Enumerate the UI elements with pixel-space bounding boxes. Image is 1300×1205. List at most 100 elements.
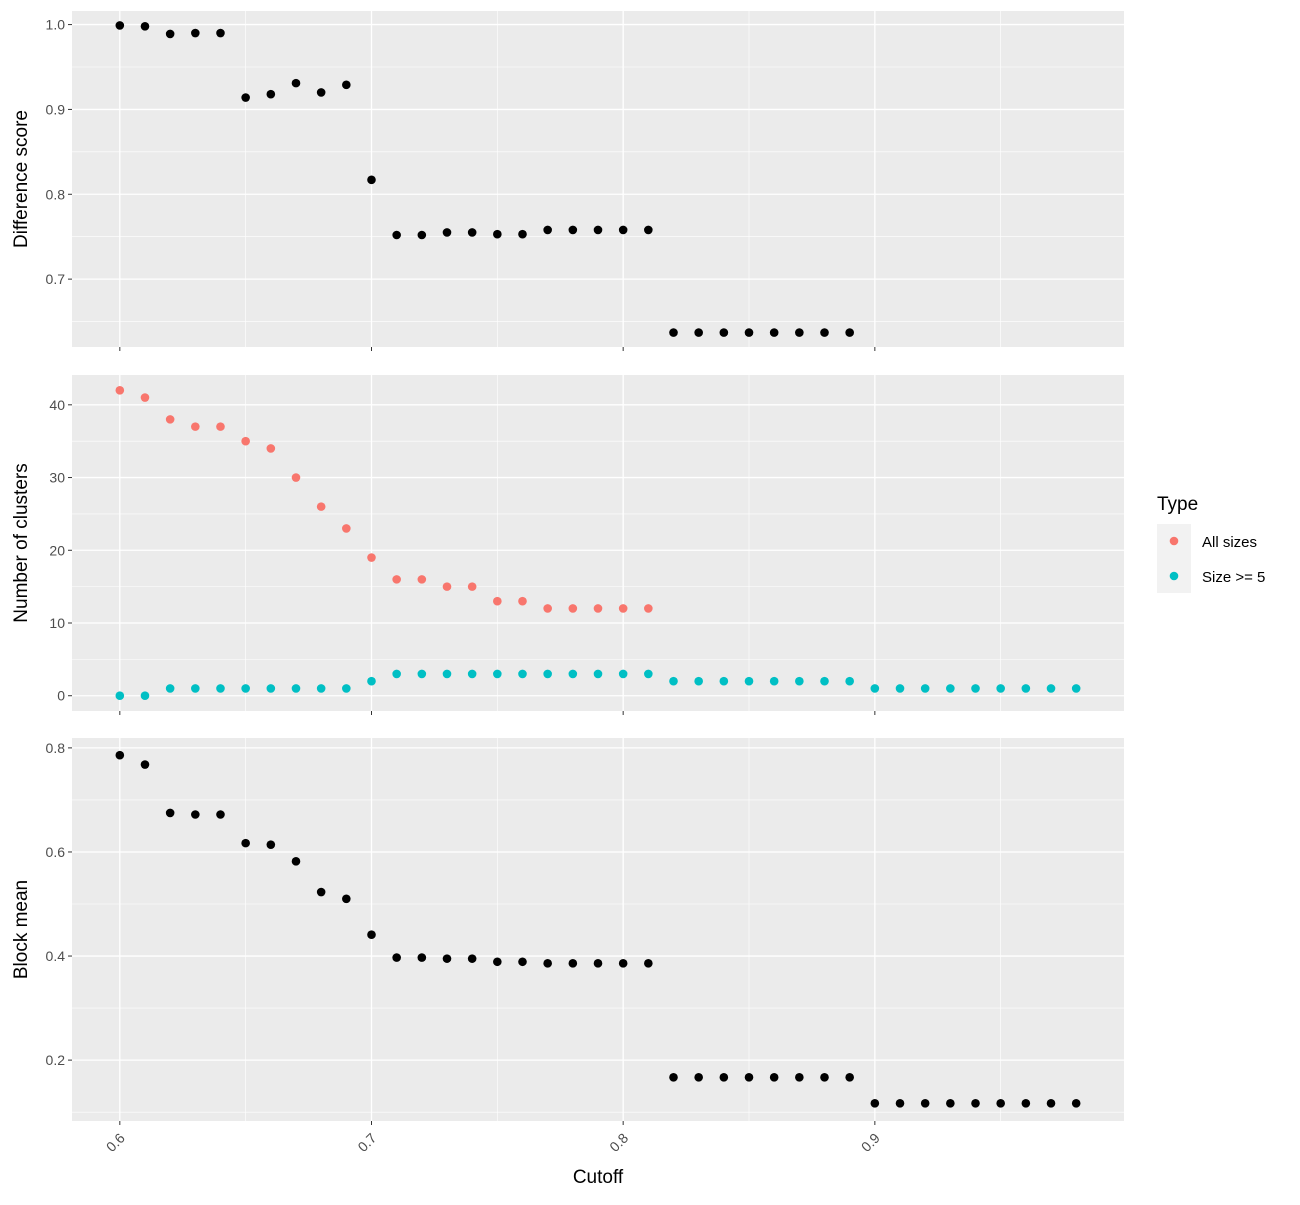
data-point — [493, 596, 502, 606]
y-tick-label: 20 — [49, 542, 65, 558]
data-point — [996, 684, 1005, 693]
data-point — [392, 230, 401, 240]
data-point — [442, 228, 452, 237]
y-tick-label: 0.6 — [46, 844, 66, 860]
data-point — [971, 1099, 980, 1108]
data-point — [920, 684, 930, 693]
data-point — [644, 604, 653, 613]
data-point — [845, 328, 854, 337]
data-point — [593, 604, 603, 613]
data-point — [744, 1072, 754, 1082]
data-point — [417, 575, 427, 584]
data-point — [115, 691, 125, 701]
y-tick-label: 0.8 — [46, 186, 66, 202]
data-point — [165, 415, 175, 424]
data-point — [946, 684, 955, 693]
panel-background — [72, 11, 1124, 347]
data-point — [467, 228, 477, 237]
data-point — [140, 393, 150, 402]
y-tick-label: 1.0 — [46, 17, 66, 33]
x-tick-label: 0.9 — [858, 1130, 883, 1155]
data-point — [769, 328, 779, 337]
data-point — [191, 422, 200, 431]
y-tick-label: 0.2 — [46, 1052, 66, 1068]
data-point — [241, 93, 250, 102]
data-point — [392, 669, 401, 679]
data-point — [216, 684, 225, 693]
panel-2: 0 10 20 30 40 Number of clusters — [11, 375, 1124, 715]
series-2 — [115, 669, 1081, 701]
data-point — [694, 328, 703, 337]
data-point — [1071, 684, 1081, 693]
data-point — [694, 1072, 703, 1082]
data-point — [845, 676, 854, 686]
data-point — [291, 684, 301, 693]
data-point — [417, 230, 427, 240]
data-point — [719, 676, 729, 686]
data-point — [291, 78, 301, 88]
data-point — [165, 29, 175, 39]
data-point — [1021, 1099, 1031, 1108]
data-point — [769, 1072, 779, 1082]
data-point — [367, 553, 376, 562]
data-point — [946, 1099, 955, 1108]
data-point — [1046, 684, 1056, 693]
data-point — [543, 225, 552, 235]
data-point — [669, 676, 678, 686]
data-point — [115, 385, 125, 395]
data-point — [467, 669, 477, 679]
data-point — [342, 684, 351, 693]
y-axis-title: Difference score — [11, 110, 32, 248]
data-point — [442, 582, 452, 591]
data-point — [769, 676, 779, 686]
data-point — [971, 684, 980, 693]
data-point — [795, 1072, 804, 1082]
data-point — [543, 669, 552, 679]
data-point — [417, 669, 427, 679]
data-point — [115, 750, 125, 760]
y-tick-label: 0.8 — [46, 740, 66, 756]
data-point — [618, 959, 628, 968]
data-point — [115, 21, 125, 30]
data-point — [216, 28, 225, 38]
data-point — [493, 957, 502, 967]
data-point — [241, 684, 250, 693]
data-point — [367, 175, 376, 185]
data-point — [165, 684, 175, 693]
data-point — [291, 857, 301, 866]
data-point — [694, 676, 703, 686]
data-point — [140, 691, 150, 701]
y-tick-label: 0.9 — [46, 101, 66, 117]
data-point — [795, 328, 804, 337]
data-point — [593, 225, 603, 235]
data-point — [568, 604, 578, 613]
data-point — [342, 80, 351, 90]
y-tick-label: 30 — [49, 470, 65, 486]
data-point — [417, 953, 427, 962]
data-point — [895, 684, 905, 693]
data-point — [744, 328, 754, 337]
series-1 — [115, 385, 653, 613]
x-tick-label: 0.6 — [103, 1130, 128, 1155]
data-point — [266, 840, 276, 849]
data-point — [543, 959, 552, 968]
panel-3: 0.2 0.4 0.6 0.8 0.6 0.7 0.8 0.9 Block mean — [11, 738, 1124, 1155]
data-point — [1071, 1099, 1081, 1108]
data-point — [543, 604, 552, 613]
data-point — [719, 1072, 729, 1082]
data-point — [191, 810, 200, 819]
data-point — [1021, 684, 1031, 693]
y-tick-label: 0.4 — [46, 948, 66, 964]
data-point — [467, 582, 477, 591]
data-point — [996, 1099, 1005, 1108]
data-point — [216, 810, 225, 819]
data-point — [241, 436, 250, 446]
data-point — [744, 676, 754, 686]
y-axis-title: Number of clusters — [11, 463, 32, 622]
data-point — [316, 887, 326, 897]
data-point — [191, 684, 200, 693]
data-point — [719, 328, 729, 337]
data-point — [870, 684, 880, 693]
legend-key-background — [1157, 524, 1191, 593]
panel-background — [72, 375, 1124, 711]
